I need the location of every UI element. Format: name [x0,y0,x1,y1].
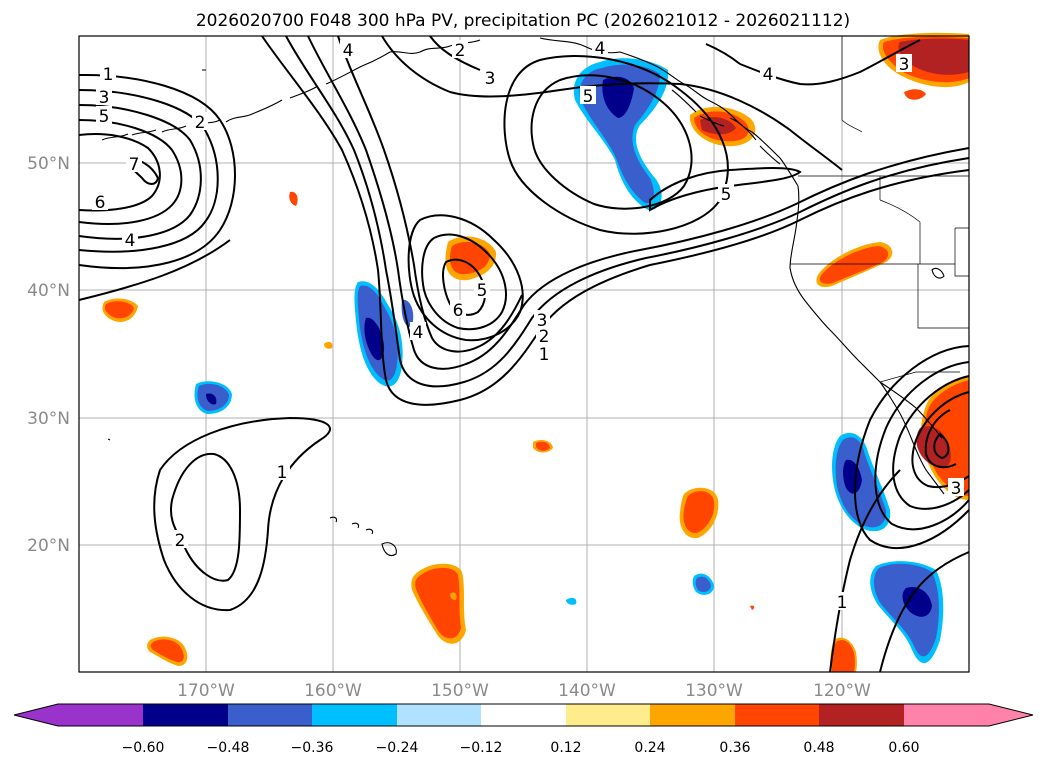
colorbar-segment [650,704,735,726]
contour-label-4: 2 [192,112,208,133]
colorbar-segment [566,704,650,726]
svg-text:4: 4 [763,65,774,85]
pv-contours [78,35,970,673]
colorbar-segment [312,704,397,726]
svg-text:2: 2 [455,41,466,61]
cbar-tick-label: 0.12 [550,740,581,756]
colorbar-outline [13,703,1034,727]
contour-label-13: 3 [896,54,912,75]
colorbar-segment [143,704,228,726]
colorbar-segment [58,704,143,726]
cbar-tick-label: −0.60 [122,740,165,756]
contour-label-14: 5 [718,184,734,205]
contour-label-2: 3 [96,87,112,108]
svg-text:3: 3 [899,55,910,75]
cbar-tick-label: 0.48 [803,740,834,756]
lat-label-20n: 20°N [27,536,70,556]
svg-text:3: 3 [485,69,496,89]
svg-text:4: 4 [125,231,136,251]
svg-text:7: 7 [129,155,140,175]
contour-label-20: 1 [274,462,290,483]
svg-text:4: 4 [413,323,424,343]
svg-text:3: 3 [951,479,962,499]
lat-label-40n: 40°N [27,281,70,301]
lat-label-30n: 30°N [27,409,70,429]
cbar-tick-label: 0.24 [634,740,665,756]
svg-text:5: 5 [583,87,594,107]
cbar-tick-label: −0.48 [207,740,250,756]
lon-label-150w: 150°W [431,681,489,701]
contour-label-5: 7 [126,154,142,175]
map-frame [78,35,970,673]
lon-label-120w: 120°W [813,681,871,701]
longitude-labels: 170°W 160°W 150°W 140°W 130°W 120°W [177,681,871,701]
contour-label-8: 2 [452,40,468,61]
colorbar-ticks: −0.60 −0.48 −0.36 −0.24 −0.12 0.12 0.24 … [122,740,920,756]
svg-text:2: 2 [195,113,206,133]
contour-label-17: 3 [534,310,550,331]
colorbar-segment [228,704,312,726]
contour-label-6: 6 [92,192,108,213]
svg-text:5: 5 [721,185,732,205]
lat-label-50n: 50°N [27,154,70,174]
svg-text:2: 2 [175,531,186,551]
svg-text:3: 3 [99,88,110,108]
contour-label-7: 4 [122,230,138,251]
lon-label-130w: 130°W [685,681,743,701]
contour-label-22: 5 [474,280,490,301]
contour-label-18: 2 [536,326,552,347]
contour-label-3: 5 [96,106,112,127]
contour-label-12: 4 [592,38,608,59]
svg-text:1: 1 [277,463,288,483]
cbar-tick-label: −0.36 [291,740,334,756]
svg-text:6: 6 [95,193,106,213]
svg-text:3: 3 [537,311,548,331]
colorbar-extend-low [14,704,58,726]
contour-label-16: 4 [410,322,426,343]
cbar-tick-label: −0.12 [460,740,503,756]
colorbar-extend-high [989,704,1033,726]
cbar-tick-label: 0.60 [888,740,919,756]
contour-label-10: 4 [760,64,776,85]
svg-text:4: 4 [343,41,354,61]
svg-text:1: 1 [103,65,114,85]
colorbar-segment [481,704,566,726]
cbar-tick-label: −0.24 [376,740,419,756]
contour-label-19: 1 [536,344,552,365]
lon-label-160w: 160°W [304,681,362,701]
colorbar-segment [735,704,819,726]
svg-text:4: 4 [595,39,606,59]
contour-label-23: 4 [340,40,356,61]
contour-label-15: 6 [450,300,466,321]
contour-label-25: 1 [834,592,850,613]
svg-text:1: 1 [539,345,550,365]
contour-labels: 1 3 5 2 7 6 4 2 3 4 5 4 3 5 6 4 3 2 1 1 … [92,38,964,613]
contour-label-24: 3 [948,478,964,499]
colorbar-segment [397,704,481,726]
svg-text:1: 1 [837,593,848,613]
svg-text:2: 2 [539,327,550,347]
lon-label-170w: 170°W [177,681,235,701]
svg-text:5: 5 [99,107,110,127]
svg-text:5: 5 [477,281,488,301]
colorbar-segment [819,704,904,726]
lon-label-140w: 140°W [558,681,616,701]
latitude-labels: 50°N 40°N 30°N 20°N [27,154,70,556]
colorbar-segment [904,704,989,726]
map-title: 2026020700 F048 300 hPa PV, precipitatio… [196,11,850,31]
contour-label-9: 3 [482,68,498,89]
cbar-tick-label: 0.36 [719,740,750,756]
contour-label-11: 5 [580,86,596,107]
contour-label-1: 1 [100,64,116,85]
colorbar [13,703,1034,727]
svg-text:6: 6 [453,301,464,321]
contour-label-21: 2 [172,530,188,551]
